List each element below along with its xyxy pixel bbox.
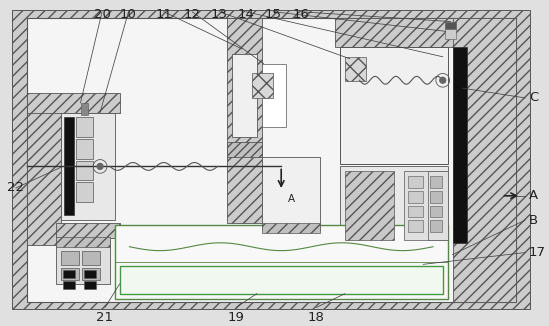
- Text: A: A: [529, 189, 538, 202]
- Bar: [430, 191, 442, 203]
- Bar: [27, 18, 516, 302]
- Bar: [345, 57, 366, 81]
- Bar: [56, 237, 110, 247]
- Bar: [115, 225, 447, 299]
- Bar: [430, 176, 442, 188]
- Bar: [64, 117, 74, 215]
- Bar: [252, 73, 273, 98]
- Bar: [452, 18, 516, 302]
- Bar: [262, 223, 321, 233]
- Bar: [445, 29, 456, 39]
- Text: 16: 16: [293, 8, 309, 21]
- Text: 15: 15: [265, 8, 282, 21]
- Bar: [408, 220, 423, 232]
- Bar: [408, 191, 423, 203]
- Text: 12: 12: [183, 8, 200, 21]
- Text: 10: 10: [120, 8, 137, 21]
- Bar: [81, 103, 88, 114]
- Bar: [232, 54, 257, 137]
- Bar: [408, 206, 423, 217]
- Bar: [82, 268, 100, 280]
- Bar: [63, 270, 75, 278]
- Bar: [430, 206, 442, 217]
- Text: 13: 13: [211, 8, 228, 21]
- Bar: [27, 93, 120, 112]
- Text: 11: 11: [155, 8, 172, 21]
- Bar: [63, 281, 75, 289]
- Bar: [227, 18, 262, 223]
- Bar: [340, 167, 447, 245]
- Text: 18: 18: [308, 311, 325, 324]
- Bar: [56, 223, 120, 238]
- Bar: [61, 251, 79, 265]
- Bar: [445, 22, 456, 29]
- Bar: [27, 98, 61, 245]
- Bar: [76, 161, 93, 180]
- Bar: [82, 251, 100, 265]
- Text: A: A: [288, 194, 295, 204]
- Bar: [452, 47, 467, 243]
- Bar: [345, 171, 394, 240]
- Bar: [120, 266, 442, 294]
- Bar: [61, 268, 79, 280]
- Bar: [404, 171, 447, 240]
- Bar: [262, 64, 286, 127]
- Bar: [408, 176, 423, 188]
- Text: C: C: [529, 91, 538, 104]
- Bar: [430, 220, 442, 232]
- Bar: [262, 156, 321, 230]
- Bar: [76, 182, 93, 202]
- Bar: [428, 171, 447, 240]
- Text: 22: 22: [7, 182, 24, 195]
- Bar: [227, 142, 262, 156]
- Text: 20: 20: [93, 8, 110, 21]
- Text: 19: 19: [228, 311, 245, 324]
- Bar: [76, 117, 93, 137]
- Bar: [340, 47, 447, 165]
- Text: 21: 21: [97, 311, 114, 324]
- Bar: [76, 139, 93, 159]
- Circle shape: [440, 77, 446, 83]
- Text: 14: 14: [238, 8, 254, 21]
- Bar: [61, 112, 115, 220]
- Bar: [335, 18, 516, 47]
- Bar: [56, 240, 110, 284]
- Circle shape: [97, 164, 103, 170]
- Text: 17: 17: [529, 246, 546, 259]
- Text: B: B: [529, 214, 538, 227]
- Bar: [85, 281, 96, 289]
- Bar: [85, 270, 96, 278]
